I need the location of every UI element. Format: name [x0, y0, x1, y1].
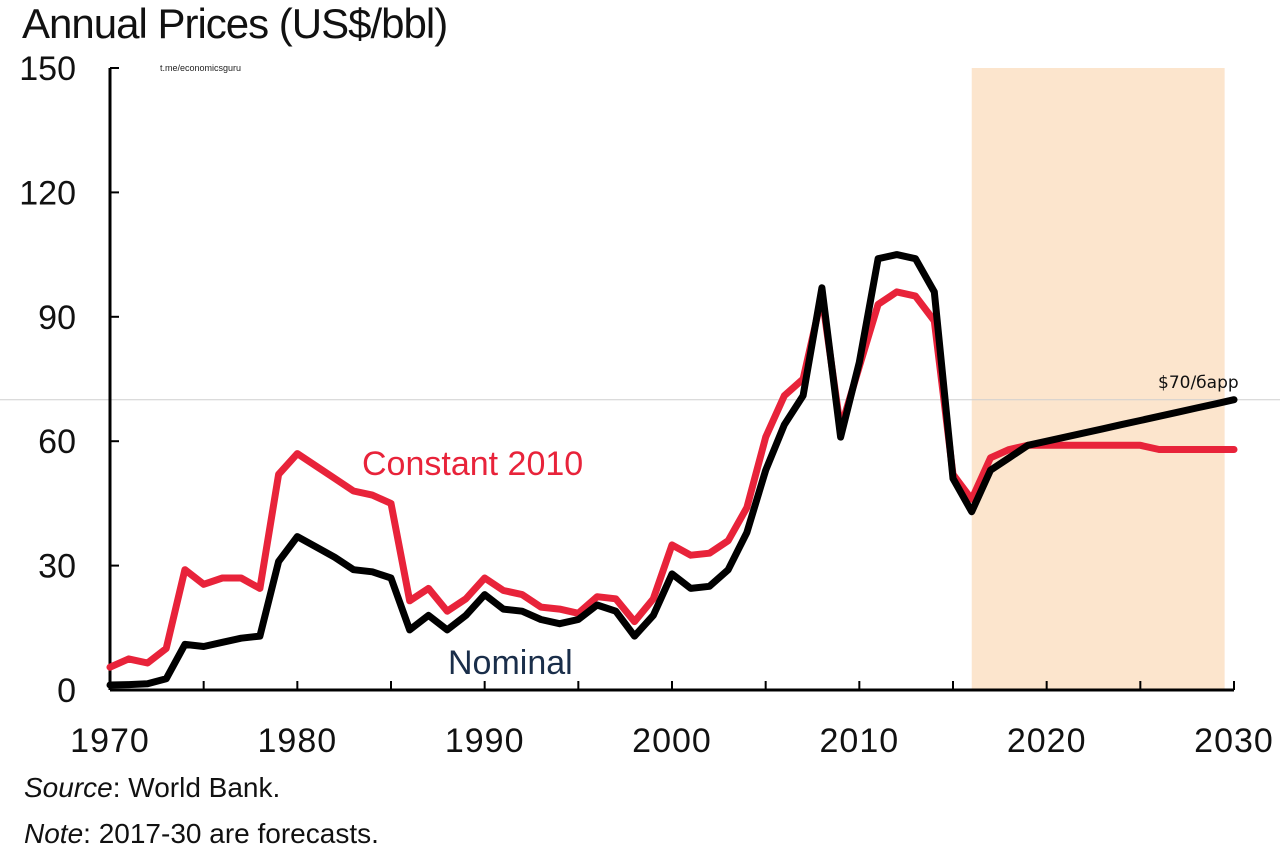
y-tick-label: 120	[19, 174, 76, 212]
forecast-shading	[971, 68, 1225, 690]
x-tick-label: 1970	[70, 722, 150, 760]
series-line-constant-2010	[106, 288, 1238, 671]
y-tick-label: 0	[57, 672, 76, 710]
source-note: Source: World Bank.	[24, 772, 280, 804]
series-label-constant-2010: Constant 2010	[362, 445, 583, 483]
series-line-nominal	[106, 251, 1238, 689]
source-text: : World Bank.	[112, 772, 281, 803]
note-label: Note	[24, 818, 84, 849]
note-text: : 2017-30 are forecasts.	[83, 818, 379, 849]
y-tick-label: 150	[19, 50, 76, 88]
x-tick-label: 2020	[1007, 722, 1087, 760]
series-lines	[106, 251, 1238, 689]
chart-title: Annual Prices (US$/bbl)	[22, 0, 448, 47]
series-label-nominal: Nominal	[448, 644, 573, 682]
x-tick-label: 1990	[445, 722, 525, 760]
x-axis-ticks: 1970 1980 1990 2000 2010 2020 2030	[70, 681, 1274, 760]
y-tick-label: 30	[38, 548, 76, 586]
reference-label: $70/барр	[1158, 373, 1239, 393]
y-tick-label: 90	[38, 299, 76, 337]
y-tick-label: 60	[38, 423, 76, 461]
watermark-text: t.me/economicsguru	[160, 63, 242, 73]
source-label: Source	[24, 772, 113, 803]
y-axis-ticks: 150 120 90 60 30 0	[19, 50, 119, 710]
x-tick-label: 1980	[258, 722, 338, 760]
forecast-note: Note: 2017-30 are forecasts.	[24, 818, 379, 850]
x-tick-label: 2000	[632, 722, 712, 760]
x-tick-label: 2010	[820, 722, 900, 760]
x-tick-label: 2030	[1194, 722, 1274, 760]
